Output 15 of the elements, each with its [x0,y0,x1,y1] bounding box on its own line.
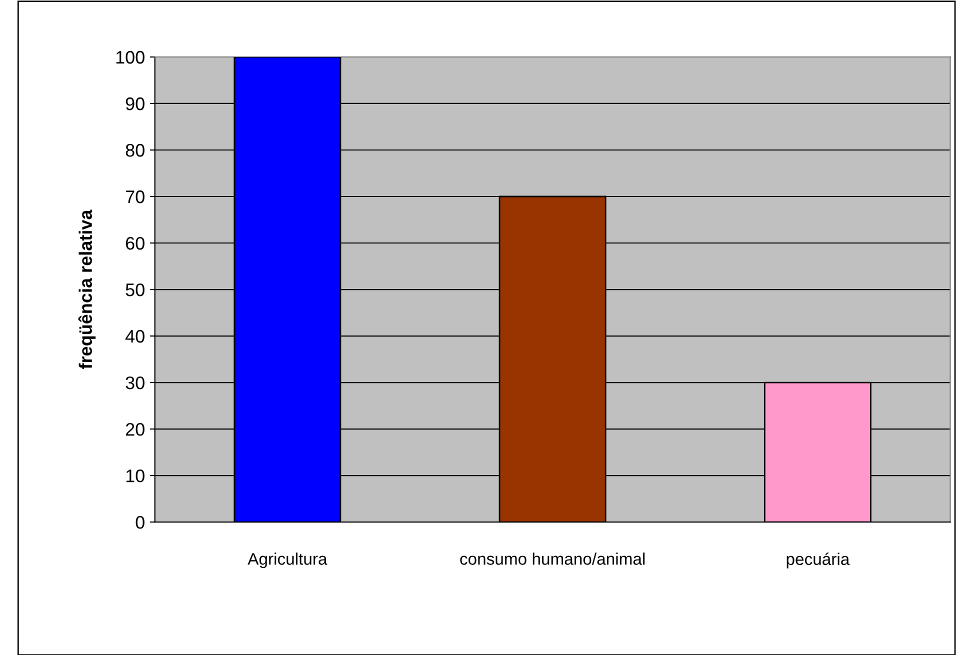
x-tick-label: Agricultura [248,552,328,568]
x-tick-label: pecuária [786,552,850,568]
y-axis-title: freqüência relativa [78,210,96,369]
y-tick-label: 80 [126,144,144,157]
y-tick-label: 10 [126,469,144,482]
y-tick-label: 40 [125,330,144,343]
y-tick-label: 100 [116,50,144,64]
y-tick-label: 20 [126,422,144,436]
y-tick-label: 50 [126,283,144,296]
y-tick-label: 70 [126,190,144,204]
y-tick-label: 90 [126,97,144,110]
y-tick-label: 60 [126,236,144,250]
y-tick-label: 30 [126,376,144,390]
y-tick-label: 0 [136,516,144,529]
x-tick-label: consumo humano/animal [460,552,645,565]
